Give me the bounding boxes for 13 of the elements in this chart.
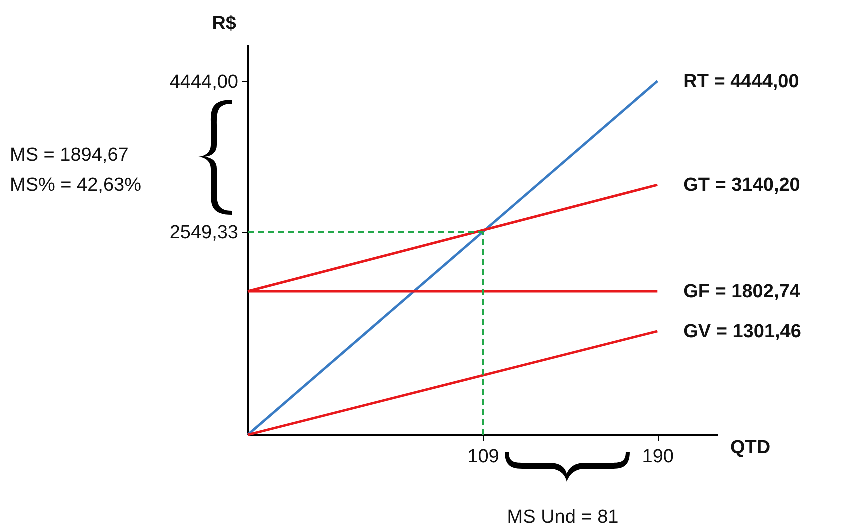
series-label: GT = 3140,20 — [684, 175, 800, 196]
x-axis-title: QTD — [730, 438, 771, 458]
y-tick-label: 4444,00 — [170, 72, 238, 93]
y-tick-label: 2549,33 — [170, 222, 238, 244]
series-label: GF = 1802,74 — [684, 282, 801, 303]
text: MS = 1894,67 — [10, 145, 129, 166]
series-label: GV = 1301,46 — [684, 321, 802, 342]
text: MS% = 42,63% — [10, 175, 142, 196]
y-axis-title: R$ — [212, 14, 237, 34]
text: MS Und = 81 — [507, 507, 619, 524]
x-tick-label: 190 — [642, 446, 674, 468]
x-tick-label: 109 — [468, 446, 500, 468]
series-label: RT = 4444,00 — [684, 71, 800, 92]
